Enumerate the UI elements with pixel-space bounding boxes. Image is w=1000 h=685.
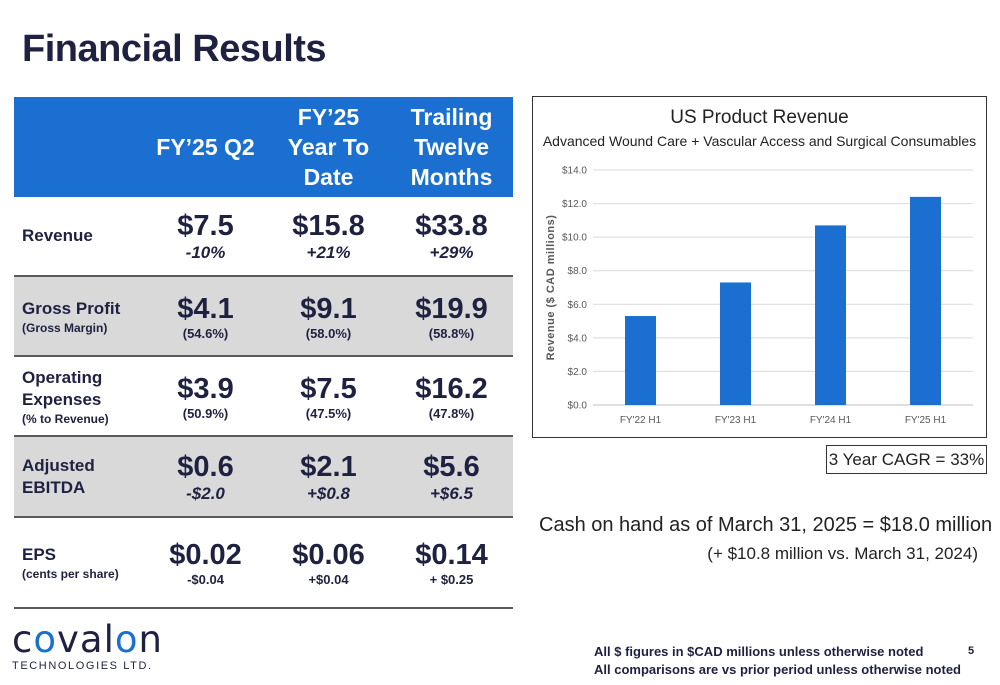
y-tick-label: $10.0 <box>562 233 587 244</box>
financial-table: FY’25 Q2 FY’25 Year To Date Trailing Twe… <box>14 97 513 609</box>
revenue-chart: US Product Revenue Advanced Wound Care +… <box>532 96 987 438</box>
cell-detail: (47.8%) <box>428 405 475 421</box>
cell-detail: -10% <box>185 243 226 262</box>
header-ttm: Trailing Twelve Months <box>410 104 493 190</box>
y-tick-label: $0.0 <box>568 401 588 412</box>
row-revenue: Revenue $7.5 -10% $15.8 +21% $33.8 +29% <box>14 197 513 277</box>
cell-value: $16.2 <box>415 372 488 405</box>
logo-tagline: TECHNOLOGIES LTD. <box>12 660 153 672</box>
cell-value: $0.14 <box>415 539 488 571</box>
x-tick-label: FY'25 H1 <box>905 415 947 426</box>
header-ytd: FY’25 Year To Date <box>287 104 370 190</box>
cell-value: $0.06 <box>292 539 365 571</box>
chart-title: US Product Revenue <box>670 107 849 128</box>
y-tick-label: $8.0 <box>568 266 588 277</box>
footnote-comparisons: All comparisons are vs prior period unle… <box>594 662 961 677</box>
row-label: EPS <box>22 545 57 564</box>
table-header: FY’25 Q2 FY’25 Year To Date Trailing Twe… <box>14 97 513 197</box>
bar <box>625 316 656 405</box>
company-logo: covalon TECHNOLOGIES LTD. <box>12 618 163 672</box>
bar <box>720 282 751 405</box>
cell-value: $2.1 <box>300 450 357 483</box>
row-operating-expenses: Operating Expenses (% to Revenue) $3.9 (… <box>14 357 513 437</box>
y-tick-label: $12.0 <box>562 199 587 210</box>
logo-wordmark: covalon <box>12 618 163 661</box>
page-number: 5 <box>968 645 975 657</box>
cell-detail: (47.5%) <box>305 405 352 421</box>
cell-detail: (58.8%) <box>428 325 475 341</box>
table-header-spacer <box>14 97 144 197</box>
cell-detail: +21% <box>306 243 351 262</box>
row-sublabel: (Gross Margin) <box>22 320 108 335</box>
y-tick-label: $6.0 <box>568 300 588 311</box>
row-label: Adjusted EBITDA <box>22 455 95 497</box>
cell-detail: (54.6%) <box>182 325 229 341</box>
header-q2: FY’25 Q2 <box>156 134 255 160</box>
y-tick-label: $2.0 <box>568 367 588 378</box>
cell-value: $4.1 <box>177 292 234 325</box>
row-label: Gross Profit <box>22 298 121 318</box>
cell-value: $15.8 <box>292 210 365 242</box>
cash-on-hand: Cash on hand as of March 31, 2025 = $18.… <box>539 514 993 536</box>
row-adjusted-ebitda: Adjusted EBITDA $0.6 -$2.0 $2.1 +$0.8 $5… <box>14 437 513 518</box>
bar <box>910 196 941 405</box>
cell-value: $19.9 <box>415 292 488 325</box>
cash-comparison: (+ $10.8 million vs. March 31, 2024) <box>707 544 978 563</box>
row-gross-profit: Gross Profit (Gross Margin) $4.1 (54.6%)… <box>14 277 513 357</box>
cell-value: $9.1 <box>300 292 357 325</box>
cell-detail: -$2.0 <box>186 483 225 503</box>
cell-detail: +$0.04 <box>308 572 349 587</box>
cell-detail: +$0.8 <box>306 483 350 503</box>
cell-value: $3.9 <box>177 372 234 405</box>
cell-value: $7.5 <box>177 210 234 242</box>
chart-subtitle: Advanced Wound Care + Vascular Access an… <box>542 133 977 149</box>
cell-detail: -$0.04 <box>187 572 224 587</box>
x-tick-label: FY'22 H1 <box>620 415 662 426</box>
row-label: Operating Expenses <box>22 367 103 409</box>
y-tick-label: $4.0 <box>568 333 588 344</box>
cell-detail: (58.0%) <box>305 325 352 341</box>
cagr-callout: 3 Year CAGR = 33% <box>826 445 987 474</box>
footnote-currency: All $ figures in $CAD millions unless ot… <box>594 644 924 659</box>
chart-plot: $0.0 $2.0 $4.0 $6.0 $8.0 $10.0 $12.0 $14.0 Reven… <box>545 166 973 426</box>
x-tick-label: FY'24 H1 <box>810 415 852 426</box>
cell-value: $5.6 <box>423 450 480 483</box>
cell-value: $0.02 <box>169 539 242 571</box>
cell-value: $33.8 <box>415 210 488 242</box>
bar <box>815 225 846 405</box>
cell-value: $7.5 <box>300 372 357 405</box>
cell-detail: + $0.25 <box>429 572 474 587</box>
page-title: Financial Results <box>22 28 327 70</box>
row-sublabel: (cents per share) <box>22 567 119 581</box>
row-eps: EPS (cents per share) $0.02 -$0.04 $0.06… <box>14 518 513 609</box>
cell-value: $0.6 <box>177 450 234 483</box>
cell-detail: +29% <box>429 243 474 262</box>
x-tick-label: FY'23 H1 <box>715 415 757 426</box>
cell-detail: (50.9%) <box>182 405 229 421</box>
cell-detail: +$6.5 <box>429 483 473 503</box>
row-sublabel: (% to Revenue) <box>22 411 109 426</box>
row-label: Revenue <box>22 226 93 245</box>
y-tick-label: $14.0 <box>562 166 587 177</box>
y-axis-label: Revenue ($ CAD millions) <box>545 215 557 361</box>
